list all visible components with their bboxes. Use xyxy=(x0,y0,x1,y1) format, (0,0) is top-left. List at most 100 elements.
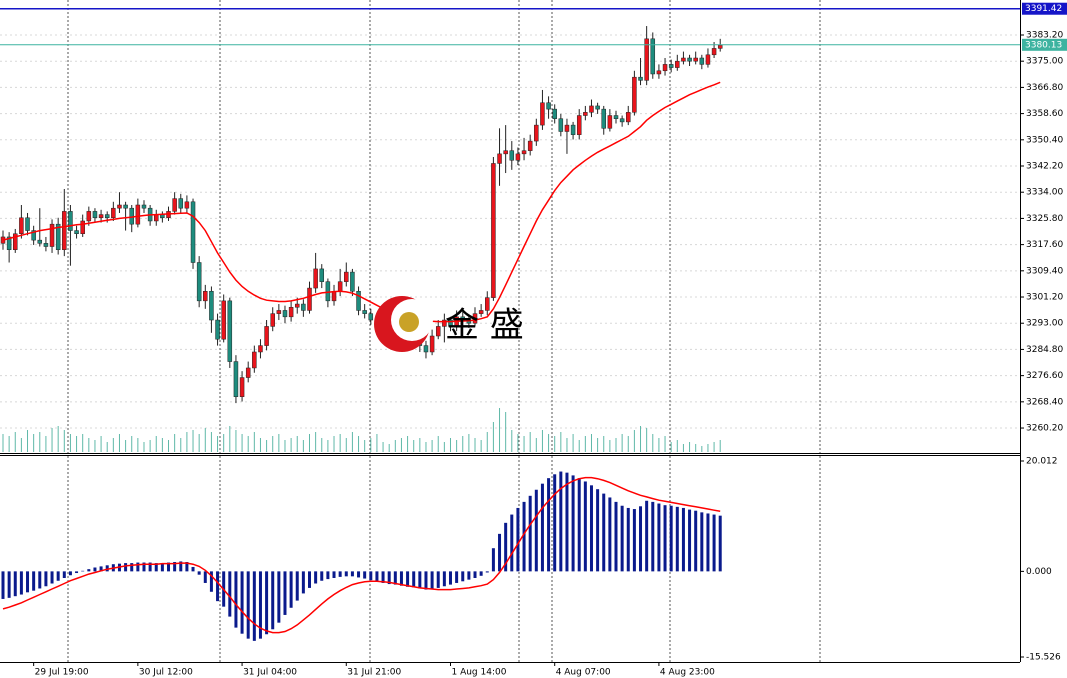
macd-bar xyxy=(13,571,17,597)
volume-bar xyxy=(327,440,329,452)
candle-body xyxy=(331,291,337,302)
volume-bar xyxy=(590,434,592,452)
volume-bar xyxy=(351,432,353,452)
candle-body xyxy=(13,233,18,250)
volume-bar xyxy=(719,440,721,452)
candle-body xyxy=(55,223,61,250)
volume-bar xyxy=(57,426,59,452)
volume-bar xyxy=(284,440,286,452)
candle-body xyxy=(196,262,202,302)
y-tick-label: 3276.60 xyxy=(1026,371,1063,381)
macd-bar xyxy=(393,571,397,585)
volume-bar xyxy=(39,432,41,452)
candle-body xyxy=(435,326,441,337)
volume-bar xyxy=(223,434,225,452)
macd-bar xyxy=(363,571,367,579)
x-tick-label: 31 Jul 04:00 xyxy=(243,668,297,678)
candle-body xyxy=(74,230,79,234)
volume-bar xyxy=(713,442,715,452)
x-tick-label: 4 Aug 07:00 xyxy=(556,668,611,678)
macd-bar xyxy=(553,474,557,572)
candle-body xyxy=(583,112,588,116)
macd-bar xyxy=(136,562,140,572)
volume-bar xyxy=(413,440,415,452)
candle-body xyxy=(104,214,110,219)
macd-bar xyxy=(375,571,379,582)
volume-bar xyxy=(321,438,323,452)
volume-bar xyxy=(33,434,35,452)
volume-bar xyxy=(63,430,65,452)
macd-bar xyxy=(473,571,477,578)
volume-bar xyxy=(499,408,501,452)
volume-bar xyxy=(253,432,255,452)
volume-bar xyxy=(597,438,599,452)
candle-body xyxy=(43,243,49,247)
macd-bar xyxy=(522,501,526,572)
macd-bar xyxy=(620,505,624,572)
candle-body xyxy=(460,316,465,321)
candle-body xyxy=(656,70,662,75)
macd-bar xyxy=(265,571,269,635)
macd-bar xyxy=(626,507,630,572)
volume-bar xyxy=(449,438,451,452)
volume-bar xyxy=(682,444,684,452)
macd-bar xyxy=(142,562,146,572)
volume-bar xyxy=(100,436,102,452)
volume-bar xyxy=(676,440,678,452)
volume-bar xyxy=(486,432,488,452)
macd-bar xyxy=(258,571,262,639)
macd-bar xyxy=(179,561,183,572)
macd-bar xyxy=(467,571,471,580)
candle-body xyxy=(86,211,92,222)
macd-bar xyxy=(547,478,551,572)
macd-bar xyxy=(583,481,587,572)
macd-bar xyxy=(289,571,293,608)
volume-bar xyxy=(14,432,16,452)
candle-body xyxy=(546,102,551,110)
candle-body xyxy=(693,57,698,62)
volume-bar xyxy=(658,438,660,452)
macd-bar xyxy=(148,562,152,572)
macd-bar xyxy=(485,571,489,573)
volume-bar xyxy=(523,436,525,452)
macd-bar xyxy=(479,571,483,576)
candle-body xyxy=(135,204,141,225)
moving-average xyxy=(2,81,721,323)
candle-body xyxy=(491,163,496,298)
volume-bar xyxy=(425,442,427,452)
candle-body xyxy=(650,38,656,75)
y-tick-label: 3301.20 xyxy=(1026,293,1063,303)
volume-bar xyxy=(541,430,543,452)
candle-body xyxy=(564,124,570,132)
x-tick-label: 1 Aug 14:00 xyxy=(451,668,506,678)
volume-bar xyxy=(27,430,29,452)
macd-bar xyxy=(455,571,459,583)
volume-bar xyxy=(407,436,409,452)
y-tick-label: 3350.40 xyxy=(1026,135,1063,145)
macd-bar xyxy=(491,548,495,572)
volume-bar xyxy=(462,436,464,452)
volume-bar xyxy=(388,444,390,452)
volume-bar xyxy=(609,440,611,452)
candle-body xyxy=(527,140,533,151)
candle-body xyxy=(282,310,288,318)
volume-bar xyxy=(88,438,90,452)
candle-body xyxy=(589,105,594,113)
volume-bar xyxy=(701,446,703,452)
candle-body xyxy=(80,220,85,234)
macd-bar xyxy=(124,563,128,572)
volume-bar xyxy=(143,442,145,452)
macd-bar xyxy=(589,485,593,572)
macd-bar xyxy=(645,500,649,572)
volume-bar xyxy=(443,442,445,452)
y-tick-label: 3293.00 xyxy=(1026,319,1063,329)
macd-bar xyxy=(510,514,514,572)
candle-body xyxy=(68,211,73,231)
candle-body xyxy=(288,306,294,318)
macd-bar xyxy=(344,571,348,577)
volume-bar xyxy=(174,434,176,452)
macd-bar xyxy=(332,571,336,578)
volume-bar xyxy=(707,444,709,452)
macd-bar xyxy=(350,571,354,577)
grid-layer xyxy=(0,34,1020,429)
